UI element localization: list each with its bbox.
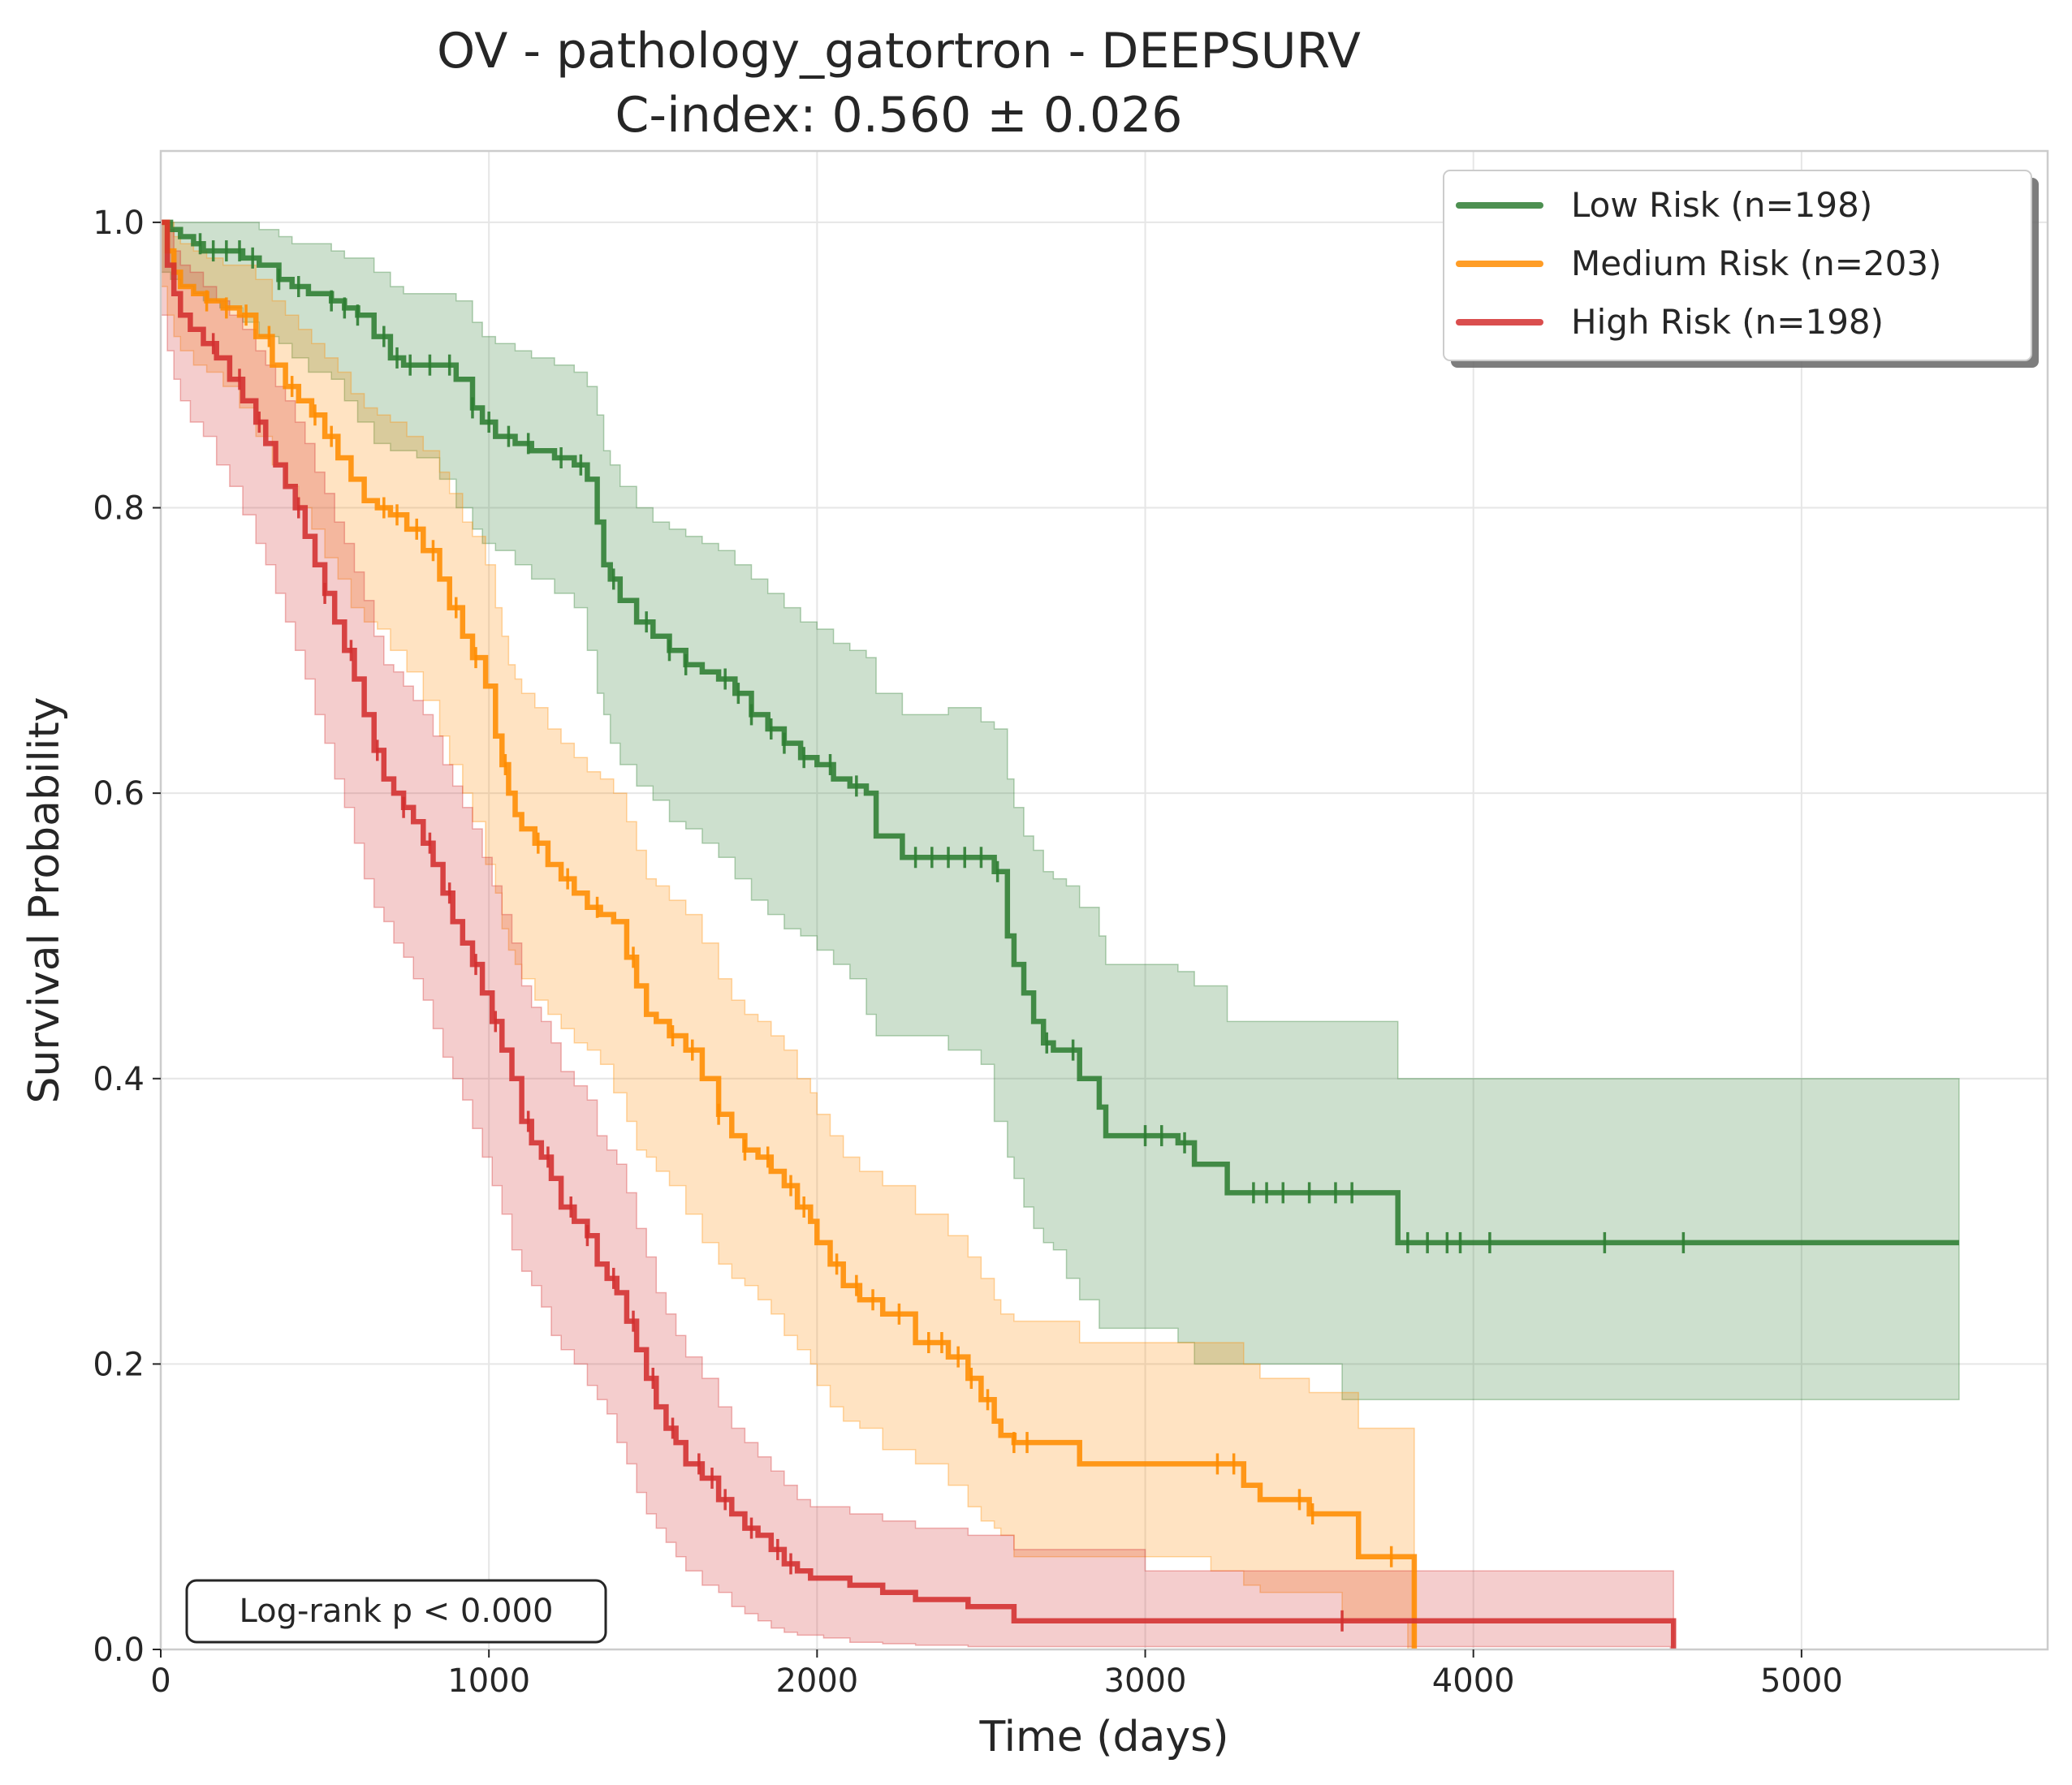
y-tick-label: 0.0 <box>93 1632 145 1669</box>
censor-marks <box>198 233 1686 1632</box>
x-tick-label: 5000 <box>1760 1662 1843 1700</box>
chart-subtitle: C-index: 0.560 ± 0.026 <box>615 87 1183 144</box>
logrank-text: Log-rank p < 0.000 <box>240 1593 554 1630</box>
x-tick-label: 3000 <box>1104 1662 1187 1700</box>
legend-label-low-risk: Low Risk (n=198) <box>1571 185 1872 225</box>
y-tick-label: 0.2 <box>93 1346 145 1383</box>
logrank-box <box>185 1579 607 1644</box>
x-tick-label: 2000 <box>775 1662 858 1700</box>
chart-title: OV - pathology_gatortron - DEEPSURV <box>437 23 1361 80</box>
plot-frame <box>159 149 2049 1651</box>
legend-box <box>1443 170 2032 361</box>
legend: Low Risk (n=198) Medium Risk (n=203) Hig… <box>1443 170 2039 368</box>
x-axis-ticks: 0 1000 2000 3000 4000 5000 <box>150 1649 1843 1700</box>
x-axis-label: Time (days) <box>978 1713 1228 1761</box>
y-tick-label: 1.0 <box>93 205 145 242</box>
x-tick-label: 1000 <box>447 1662 530 1700</box>
legend-label-high-risk: High Risk (n=198) <box>1571 302 1884 342</box>
x-tick-label: 4000 <box>1432 1662 1515 1700</box>
y-axis-label: Survival Probability <box>20 696 69 1103</box>
y-tick-label: 0.6 <box>93 775 145 813</box>
y-axis-ticks: 0.0 0.2 0.4 0.6 0.8 1.0 <box>93 205 161 1669</box>
y-tick-label: 0.8 <box>93 490 145 528</box>
ci-band-medium-risk <box>160 222 1415 1650</box>
survival-curve-high-risk <box>161 219 1677 1649</box>
plot-area <box>161 151 2048 1649</box>
survival-curve-medium-risk <box>161 219 1418 1649</box>
ci-band-low-risk <box>160 222 1960 1401</box>
y-tick-label: 0.4 <box>93 1061 145 1098</box>
logrank-annotation: Log-rank p < 0.000 <box>185 1579 607 1644</box>
x-tick-label: 0 <box>150 1662 171 1700</box>
legend-label-medium-risk: Medium Risk (n=203) <box>1571 244 1941 283</box>
